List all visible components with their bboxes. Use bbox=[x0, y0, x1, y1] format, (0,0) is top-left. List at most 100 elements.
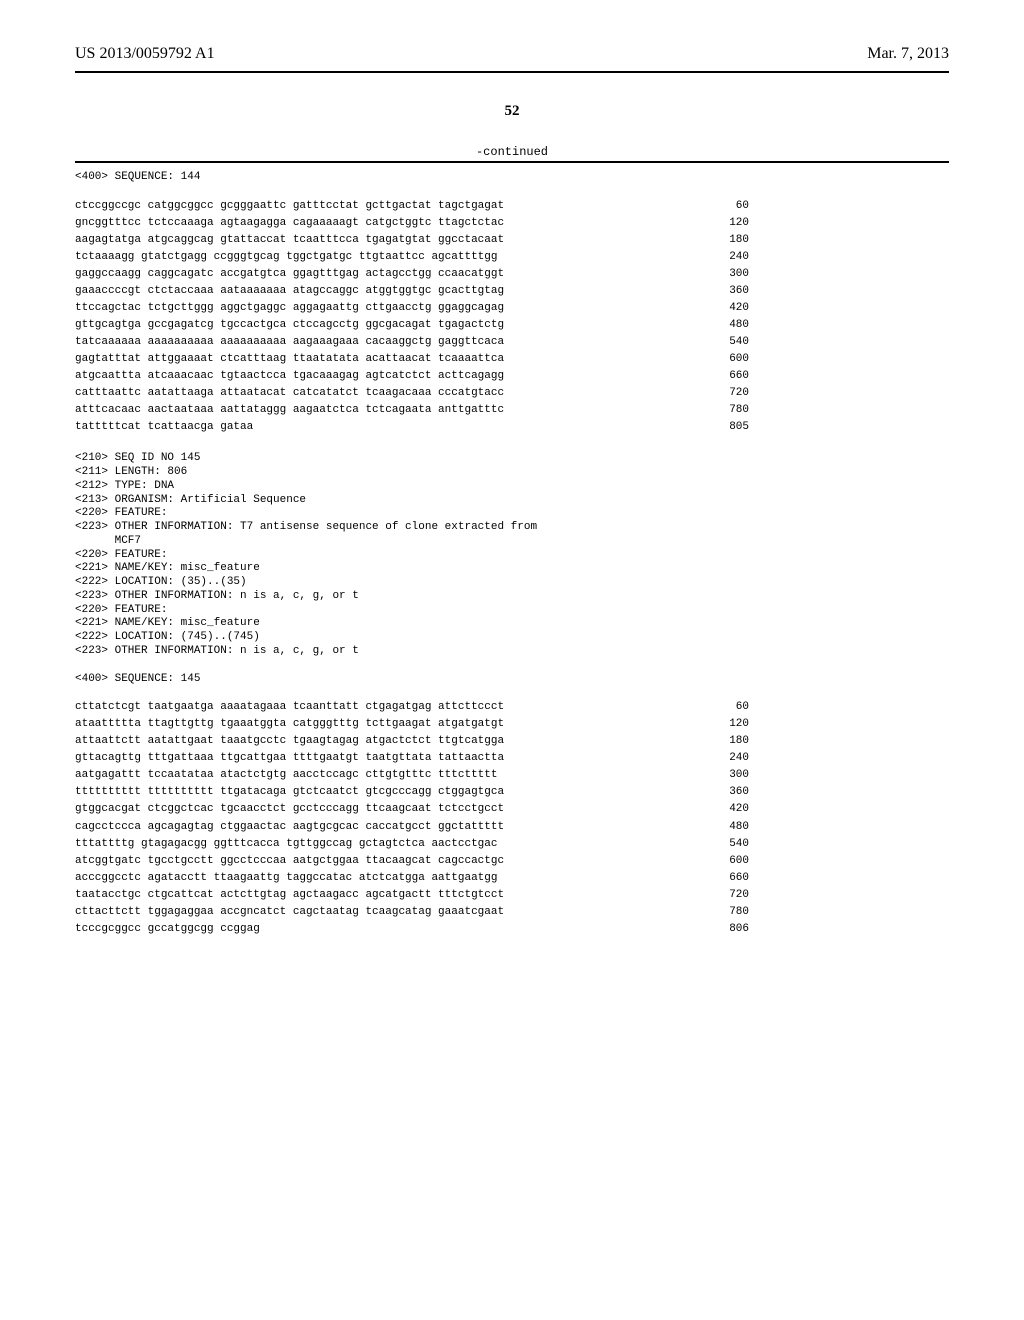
meta-line: <212> TYPE: DNA bbox=[75, 480, 949, 494]
sequence-position: 180 bbox=[723, 232, 949, 249]
sequence-text: tatttttcat tcattaacga gataa bbox=[75, 419, 253, 436]
sequence-line: cttacttctt tggagaggaa accgncatct cagctaa… bbox=[75, 904, 949, 921]
sequence-line: tatttttcat tcattaacga gataa 805 bbox=[75, 419, 949, 436]
sequence-line: gaggccaagg caggcagatc accgatgtca ggagttt… bbox=[75, 266, 949, 283]
sequence-line: acccggcctc agatacctt ttaagaattg taggccat… bbox=[75, 870, 949, 887]
page-header: US 2013/0059792 A1 Mar. 7, 2013 bbox=[75, 45, 949, 63]
sequence-145-meta: <210> SEQ ID NO 145<211> LENGTH: 806<212… bbox=[75, 452, 949, 658]
sequence-position: 480 bbox=[723, 819, 949, 836]
sequence-line: gttacagttg tttgattaaa ttgcattgaa ttttgaa… bbox=[75, 750, 949, 767]
sequence-position: 240 bbox=[723, 249, 949, 266]
sequence-position: 420 bbox=[723, 300, 949, 317]
sequence-line: tcccgcggcc gccatggcgg ccggag 806 bbox=[75, 921, 949, 938]
sequence-line: cttatctcgt taatgaatga aaaatagaaa tcaantt… bbox=[75, 699, 949, 716]
sequence-position: 480 bbox=[723, 317, 949, 334]
sequence-text: tctaaaagg gtatctgagg ccgggtgcag tggctgat… bbox=[75, 249, 497, 266]
sequence-line: ttccagctac tctgcttggg aggctgaggc aggagaa… bbox=[75, 300, 949, 317]
sequence-line: gtggcacgat ctcggctcac tgcaacctct gcctccc… bbox=[75, 801, 949, 818]
sequence-line: ctccggccgc catggcggcc gcgggaattc gatttcc… bbox=[75, 198, 949, 215]
sequence-line: tatcaaaaaa aaaaaaaaaa aaaaaaaaaa aagaaag… bbox=[75, 334, 949, 351]
sequence-text: tttttttttt tttttttttt ttgatacaga gtctcaa… bbox=[75, 784, 504, 801]
sequence-text: tttattttg gtagagacgg ggtttcacca tgttggcc… bbox=[75, 836, 497, 853]
sequence-position: 60 bbox=[723, 198, 949, 215]
sequence-position: 805 bbox=[723, 419, 949, 436]
sequence-line: ataattttta ttagttgttg tgaaatggta catgggt… bbox=[75, 716, 949, 733]
sequence-144-header: <400> SEQUENCE: 144 bbox=[75, 171, 949, 184]
meta-line: <220> FEATURE: bbox=[75, 549, 949, 563]
sequence-text: taatacctgc ctgcattcat actcttgtag agctaag… bbox=[75, 887, 504, 904]
sequence-position: 780 bbox=[723, 402, 949, 419]
meta-line: MCF7 bbox=[75, 535, 949, 549]
sequence-text: atcggtgatc tgcctgcctt ggcctcccaa aatgctg… bbox=[75, 853, 504, 870]
sequence-text: ttccagctac tctgcttggg aggctgaggc aggagaa… bbox=[75, 300, 504, 317]
continued-label: -continued bbox=[75, 145, 949, 159]
sequence-text: gncggtttcc tctccaaaga agtaagagga cagaaaa… bbox=[75, 215, 504, 232]
sequence-position: 660 bbox=[723, 368, 949, 385]
sequence-text: aagagtatga atgcaggcag gtattaccat tcaattt… bbox=[75, 232, 504, 249]
sequence-text: atgcaattta atcaaacaac tgtaactcca tgacaaa… bbox=[75, 368, 504, 385]
sequence-text: attaattctt aatattgaat taaatgcctc tgaagta… bbox=[75, 733, 504, 750]
sequence-position: 540 bbox=[723, 334, 949, 351]
sequence-position: 360 bbox=[723, 283, 949, 300]
sequence-position: 660 bbox=[723, 870, 949, 887]
meta-line: <223> OTHER INFORMATION: n is a, c, g, o… bbox=[75, 590, 949, 604]
sequence-145-body: cttatctcgt taatgaatga aaaatagaaa tcaantt… bbox=[75, 699, 949, 938]
meta-line: <220> FEATURE: bbox=[75, 507, 949, 521]
sequence-position: 180 bbox=[723, 733, 949, 750]
sequence-line: attaattctt aatattgaat taaatgcctc tgaagta… bbox=[75, 733, 949, 750]
sequence-text: acccggcctc agatacctt ttaagaattg taggccat… bbox=[75, 870, 497, 887]
sequence-line: tctaaaagg gtatctgagg ccgggtgcag tggctgat… bbox=[75, 249, 949, 266]
sequence-line: gncggtttcc tctccaaaga agtaagagga cagaaaa… bbox=[75, 215, 949, 232]
meta-line: <220> FEATURE: bbox=[75, 604, 949, 618]
sequence-144-body: ctccggccgc catggcggcc gcgggaattc gatttcc… bbox=[75, 198, 949, 437]
meta-line: <211> LENGTH: 806 bbox=[75, 466, 949, 480]
sequence-line: aagagtatga atgcaggcag gtattaccat tcaattt… bbox=[75, 232, 949, 249]
sequence-position: 806 bbox=[723, 921, 949, 938]
meta-line: <223> OTHER INFORMATION: n is a, c, g, o… bbox=[75, 645, 949, 659]
sequence-line: tttttttttt tttttttttt ttgatacaga gtctcaa… bbox=[75, 784, 949, 801]
sequence-line: atcggtgatc tgcctgcctt ggcctcccaa aatgctg… bbox=[75, 853, 949, 870]
sequence-line: cagcctccca agcagagtag ctggaactac aagtgcg… bbox=[75, 819, 949, 836]
sequence-text: gaggccaagg caggcagatc accgatgtca ggagttt… bbox=[75, 266, 504, 283]
sequence-position: 600 bbox=[723, 351, 949, 368]
sequence-text: tcccgcggcc gccatggcgg ccggag bbox=[75, 921, 260, 938]
sequence-text: catttaattc aatattaaga attaatacat catcata… bbox=[75, 385, 504, 402]
sequence-position: 240 bbox=[723, 750, 949, 767]
sequence-position: 420 bbox=[723, 801, 949, 818]
sequence-text: aatgagattt tccaatataa atactctgtg aacctcc… bbox=[75, 767, 497, 784]
sequence-position: 720 bbox=[723, 887, 949, 904]
sequence-line: catttaattc aatattaaga attaatacat catcata… bbox=[75, 385, 949, 402]
meta-line: <222> LOCATION: (745)..(745) bbox=[75, 631, 949, 645]
sequence-position: 60 bbox=[723, 699, 949, 716]
sequence-145-header: <400> SEQUENCE: 145 bbox=[75, 673, 949, 686]
meta-line: <222> LOCATION: (35)..(35) bbox=[75, 576, 949, 590]
sequence-line: gaaaccccgt ctctaccaaa aataaaaaaa atagcca… bbox=[75, 283, 949, 300]
sequence-line: aatgagattt tccaatataa atactctgtg aacctcc… bbox=[75, 767, 949, 784]
sequence-text: ataattttta ttagttgttg tgaaatggta catgggt… bbox=[75, 716, 504, 733]
sequence-line: atttcacaac aactaataaa aattataggg aagaatc… bbox=[75, 402, 949, 419]
page-number: 52 bbox=[75, 103, 949, 120]
sequence-line: gttgcagtga gccgagatcg tgccactgca ctccagc… bbox=[75, 317, 949, 334]
sequence-position: 540 bbox=[723, 836, 949, 853]
sequence-text: gttgcagtga gccgagatcg tgccactgca ctccagc… bbox=[75, 317, 504, 334]
sequence-text: cttatctcgt taatgaatga aaaatagaaa tcaantt… bbox=[75, 699, 504, 716]
sequence-line: gagtatttat attggaaaat ctcatttaag ttaatat… bbox=[75, 351, 949, 368]
sequence-text: atttcacaac aactaataaa aattataggg aagaatc… bbox=[75, 402, 504, 419]
sequence-line: tttattttg gtagagacgg ggtttcacca tgttggcc… bbox=[75, 836, 949, 853]
meta-line: <221> NAME/KEY: misc_feature bbox=[75, 617, 949, 631]
sequence-position: 600 bbox=[723, 853, 949, 870]
publication-date: Mar. 7, 2013 bbox=[867, 45, 949, 63]
sequence-position: 120 bbox=[723, 716, 949, 733]
header-divider bbox=[75, 71, 949, 73]
sequence-position: 120 bbox=[723, 215, 949, 232]
sequence-text: gtggcacgat ctcggctcac tgcaacctct gcctccc… bbox=[75, 801, 504, 818]
sequence-position: 720 bbox=[723, 385, 949, 402]
meta-line: <213> ORGANISM: Artificial Sequence bbox=[75, 494, 949, 508]
sequence-text: gagtatttat attggaaaat ctcatttaag ttaatat… bbox=[75, 351, 504, 368]
sequence-line: atgcaattta atcaaacaac tgtaactcca tgacaaa… bbox=[75, 368, 949, 385]
sequence-text: gttacagttg tttgattaaa ttgcattgaa ttttgaa… bbox=[75, 750, 504, 767]
sequence-text: ctccggccgc catggcggcc gcgggaattc gatttcc… bbox=[75, 198, 504, 215]
meta-line: <210> SEQ ID NO 145 bbox=[75, 452, 949, 466]
sequence-position: 300 bbox=[723, 767, 949, 784]
sequence-top-rule bbox=[75, 161, 949, 163]
